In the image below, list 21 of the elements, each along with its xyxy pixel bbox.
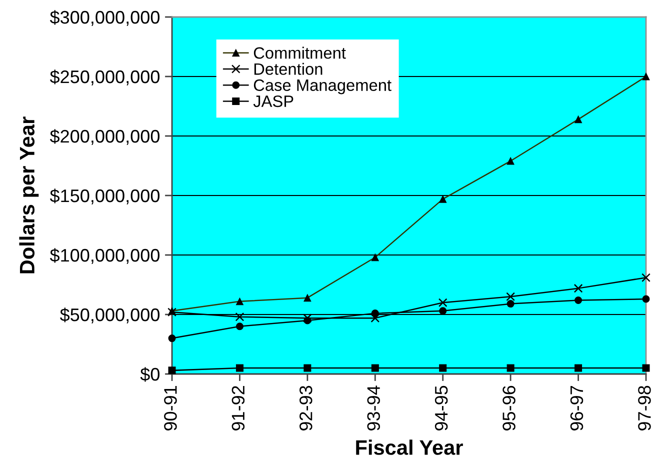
legend-label: JASP bbox=[253, 95, 294, 108]
y-tick-label: $200,000,000 bbox=[50, 129, 160, 145]
x-tick-label: 90-91 bbox=[164, 386, 177, 430]
x-tick-label: 91-92 bbox=[232, 386, 245, 430]
y-axis-title: Dollars per Year bbox=[19, 116, 39, 274]
x-tick-label: 96-97 bbox=[570, 386, 584, 430]
x-tick-label: 92-93 bbox=[299, 386, 312, 430]
y-tick-label: $0 bbox=[140, 367, 160, 382]
legend-label: Detention bbox=[254, 62, 322, 75]
y-tick-label: $150,000,000 bbox=[50, 188, 160, 204]
y-tick-label: $50,000,000 bbox=[60, 308, 160, 324]
x-tick-label: 94-95 bbox=[434, 386, 448, 430]
x-tick-label: 97-98 bbox=[638, 386, 651, 430]
y-tick-label: $300,000,000 bbox=[50, 10, 160, 26]
x-tick-label: 95-96 bbox=[502, 386, 516, 430]
y-tick-label: $100,000,000 bbox=[50, 248, 160, 264]
x-axis-title: Fiscal Year bbox=[356, 440, 463, 455]
y-tick-label: $250,000,000 bbox=[50, 70, 160, 86]
legend-label: Commitment bbox=[254, 46, 346, 59]
x-tick-label: 93-94 bbox=[367, 386, 380, 430]
legend-label: Case Management bbox=[254, 79, 392, 94]
